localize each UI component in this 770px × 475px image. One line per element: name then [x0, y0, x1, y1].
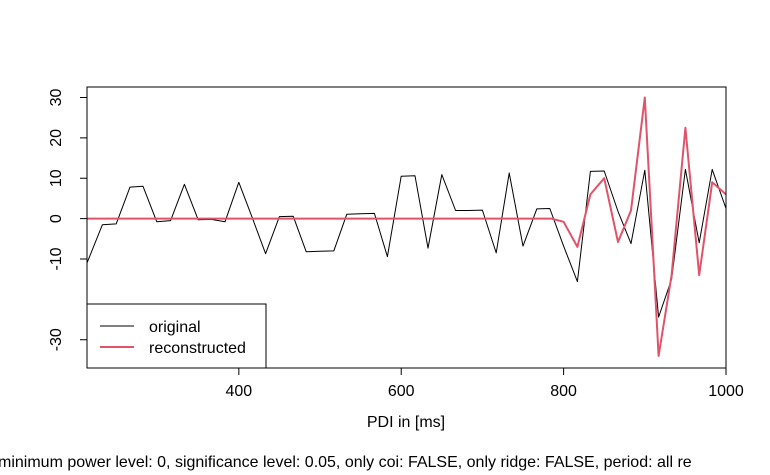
legend-box	[86, 303, 267, 369]
x-tick-label: 400	[225, 383, 252, 400]
y-tick-label: 0	[48, 214, 65, 223]
legend-label-reconstructed: reconstructed	[149, 340, 246, 357]
y-tick-label: -10	[48, 247, 65, 270]
y-axis: -30 -10 0 10 20 30	[48, 88, 88, 351]
y-tick-label: 10	[48, 169, 65, 187]
series-line-reconstructed	[87, 96, 726, 357]
x-tick-label: 1000	[708, 383, 744, 400]
y-tick-label: -30	[48, 328, 65, 351]
legend-label-original: original	[149, 319, 201, 336]
x-tick-label: 800	[550, 383, 577, 400]
series-line-original	[87, 168, 726, 318]
footer-caption: minimum power level: 0, significance lev…	[0, 454, 692, 471]
x-axis-label: PDI in [ms]	[367, 414, 445, 431]
legend: original reconstructed	[86, 303, 267, 369]
y-tick-label: 20	[48, 129, 65, 147]
x-tick-label: 600	[388, 383, 415, 400]
y-tick-label: 30	[48, 88, 65, 106]
x-axis: 400 600 800 1000	[225, 367, 744, 400]
plot-area	[87, 96, 726, 357]
